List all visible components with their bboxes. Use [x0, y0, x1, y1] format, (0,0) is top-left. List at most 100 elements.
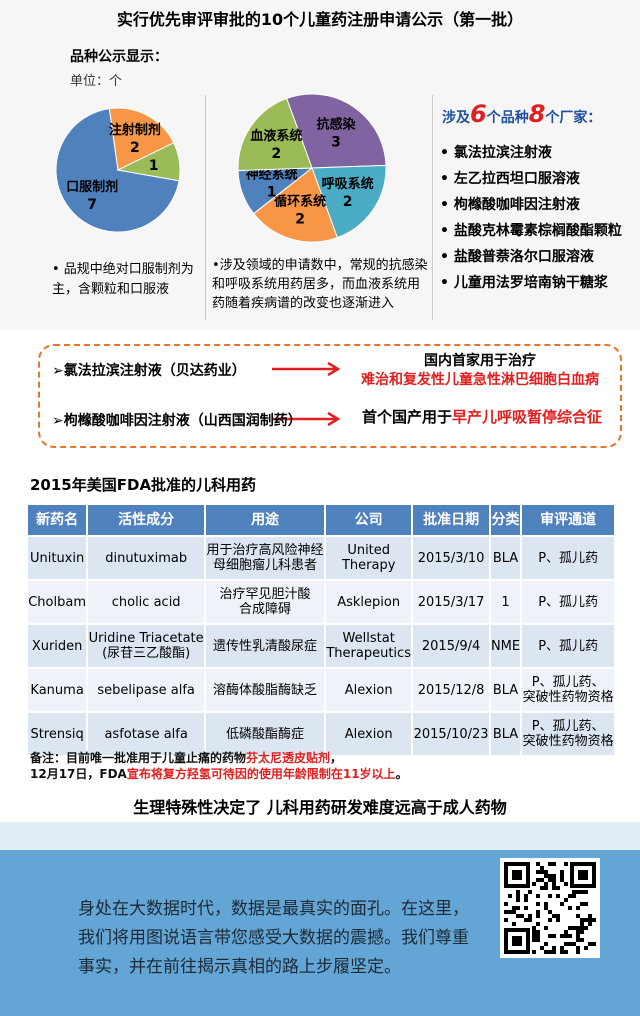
qr-cell [548, 878, 552, 882]
table-cell: Uridine Triacetate (尿苷三乙酸酯) [88, 625, 205, 667]
qr-cell [532, 950, 536, 954]
qr-cell [564, 930, 568, 934]
table-cell: Alexion [326, 669, 412, 711]
highlight-text: 国内首家用于治疗 难治和复发性儿童急性淋巴细胞白血病 [345, 352, 615, 390]
qr-cell [548, 894, 552, 898]
qr-cell [512, 910, 516, 914]
n: 6 [470, 100, 487, 128]
qr-cell [584, 890, 588, 894]
column-header: 用途 [206, 505, 325, 535]
qr-cell [528, 918, 532, 922]
table-cell: 治疗罕见胆汁酸 合成障碍 [206, 581, 325, 623]
table-cell: 2015/10/23 [413, 713, 489, 755]
qr-cell [504, 902, 508, 906]
pie-slice [116, 142, 181, 182]
slice-label: 注射制剂 [109, 122, 161, 138]
qr-cell [592, 942, 596, 946]
item-text: 盐酸克林霉素棕榈酸酯颗粒 [453, 223, 622, 239]
table-cell: Cholbam [28, 581, 87, 623]
qr-cell [504, 918, 508, 922]
qr-cell [548, 874, 552, 878]
qr-cell [508, 910, 512, 914]
qr-cell [540, 878, 544, 882]
t: 难治和复发性儿童急性淋巴细胞白血病 [361, 372, 599, 388]
qr-cell [560, 946, 564, 950]
qr-cell [524, 906, 528, 910]
qr-cell [516, 894, 520, 898]
qr-cell [540, 866, 544, 870]
table-cell: 2015/3/10 [413, 537, 489, 579]
qr-cell [584, 926, 588, 930]
qr-cell [572, 942, 576, 946]
pie-title: 品种公示显示： [70, 49, 168, 65]
qr-cell [588, 942, 592, 946]
table-cell: dinutuximab [88, 537, 205, 579]
table-cell: 1 [490, 581, 521, 623]
slice-label: 口服制剂 [66, 179, 118, 195]
arrows [272, 361, 341, 427]
qr-cell [532, 938, 536, 942]
slice-label: 血液系统 [250, 128, 302, 144]
qr-cell [536, 878, 540, 882]
footer-text: 身处在大数据时代，数据是最真实的面孔。在这里，我们将用图说语言带您感受大数据的震… [78, 899, 469, 977]
slice-label: 抗感染 [316, 116, 356, 132]
qr-cell [540, 946, 544, 950]
qr-cell [544, 870, 548, 874]
column-header: 分类 [490, 505, 521, 535]
slice-value: 2 [130, 140, 140, 156]
slice-value: 2 [343, 194, 353, 210]
qr-cell [552, 874, 556, 878]
slice-label: 循环系统 [274, 193, 326, 209]
qr-cell [540, 870, 544, 874]
qr-cell [556, 886, 560, 890]
t: 个厂家： [545, 110, 602, 126]
qr-cell [580, 930, 584, 934]
note-part: 芬太尼透皮贴剂 [246, 751, 331, 765]
t: 首个国产用于 [362, 408, 453, 426]
list-item: • 盐酸克林霉素棕榈酸酯颗粒 [440, 223, 622, 239]
qr-cell [564, 942, 568, 946]
qr-cell [544, 882, 548, 886]
qr-cell [564, 934, 568, 938]
t: 早产儿呼吸暂停综合征 [452, 408, 603, 426]
title: 实行优先审评审批的10个儿童药注册申请公示（第一批） [116, 10, 524, 29]
drug: ➢氯法拉滨注射液（贝达药业） [52, 363, 246, 379]
qr-finder [512, 936, 522, 946]
qr-cell [548, 950, 552, 954]
qr-cell [536, 922, 540, 926]
table-cell: BLA [490, 537, 521, 579]
table-cell: 2015/3/17 [413, 581, 489, 623]
qr-cell [592, 918, 596, 922]
qr-cell [584, 918, 588, 922]
qr-cell [568, 906, 572, 910]
qr-cell [512, 906, 516, 910]
qr-cell [512, 922, 516, 926]
qr-cell [576, 906, 580, 910]
table-cell: BLA [490, 713, 521, 755]
qr-cell [544, 950, 548, 954]
slice-value: 2 [295, 211, 305, 227]
list-item: • 儿童用法罗培南钠干糖浆 [440, 275, 608, 291]
qr-cell [548, 934, 552, 938]
qr-cell [580, 918, 584, 922]
qr-cell [548, 862, 552, 866]
qr-cell [580, 922, 584, 926]
qr-cell [552, 882, 556, 886]
qr-cell [544, 902, 548, 906]
qr-cell [524, 918, 528, 922]
n: 8 [528, 100, 546, 128]
slice-value: 7 [87, 197, 97, 213]
qr-cell [580, 926, 584, 930]
divider [205, 95, 206, 320]
qr-cell [552, 914, 556, 918]
pie-subtitle: 单位：个 [70, 74, 123, 89]
pie-note: • 品规中绝对口服制剂为主，含颗粒和口服液 [52, 262, 194, 297]
qr-cell [532, 930, 536, 934]
qr-cell [516, 906, 520, 910]
qr-cell [560, 902, 564, 906]
qr-cell [556, 918, 560, 922]
qr-cell [524, 898, 528, 902]
qr-cell [580, 902, 584, 906]
